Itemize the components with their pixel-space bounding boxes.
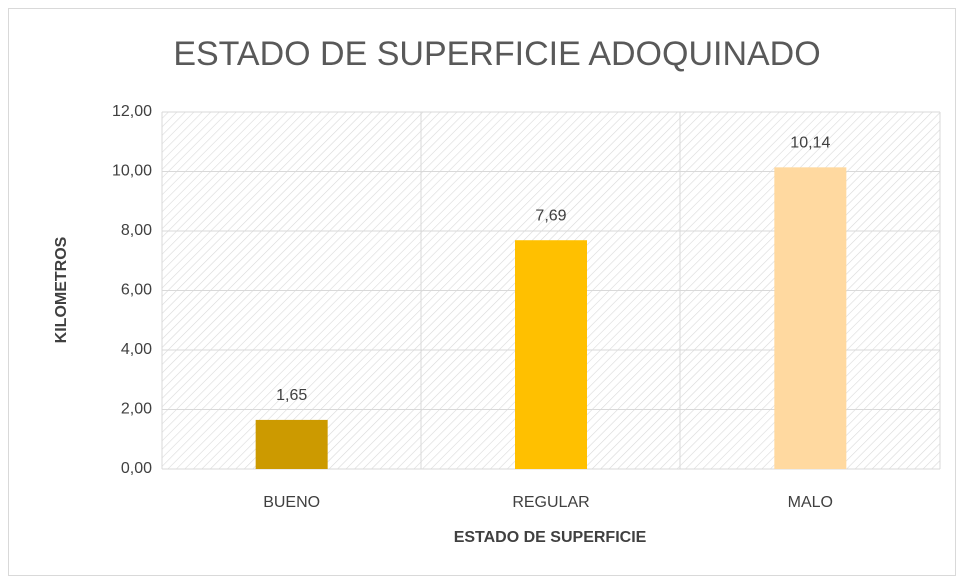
- x-axis-title: ESTADO DE SUPERFICIE: [454, 529, 647, 546]
- x-tick-label: MALO: [788, 494, 833, 511]
- y-tick-label: 2,00: [121, 401, 152, 418]
- data-label: 1,65: [276, 387, 307, 404]
- bar: [515, 240, 587, 469]
- y-tick-label: 10,00: [112, 163, 152, 180]
- bar: [255, 419, 328, 469]
- y-tick-label: 12,00: [112, 103, 152, 120]
- y-axis-title: KILOMETROS: [53, 236, 70, 343]
- bar: [774, 167, 847, 469]
- y-tick-label: 8,00: [121, 222, 152, 239]
- y-tick-label: 6,00: [121, 282, 152, 299]
- data-label: 10,14: [790, 135, 830, 152]
- y-tick-label: 0,00: [121, 460, 152, 477]
- y-tick-label: 4,00: [121, 341, 152, 358]
- x-tick-label: REGULAR: [512, 494, 589, 511]
- chart-title: ESTADO DE SUPERFICIE ADOQUINADO: [173, 35, 820, 73]
- x-tick-label: BUENO: [263, 494, 320, 511]
- data-label: 7,69: [535, 207, 566, 224]
